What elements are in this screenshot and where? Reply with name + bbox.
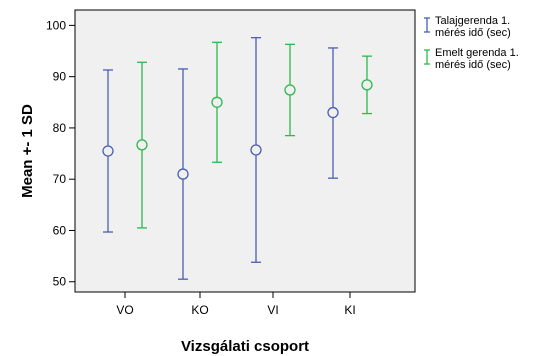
error-bar-1-ki bbox=[327, 47, 339, 179]
error-bar-2-ko bbox=[211, 41, 223, 163]
legend-label-line: mérés idő (sec) bbox=[435, 27, 511, 39]
y-tick-label: 90 bbox=[53, 70, 67, 84]
y-tick-label: 100 bbox=[46, 18, 66, 32]
error-bar-1-vi bbox=[250, 37, 262, 263]
y-axis: 50 60 70 80 90 100 bbox=[46, 18, 75, 289]
x-tick-label-vi: VI bbox=[267, 303, 278, 317]
y-tick-label: 50 bbox=[53, 275, 67, 289]
y-tick-label: 60 bbox=[53, 223, 67, 237]
mean-marker bbox=[361, 79, 373, 91]
x-tick-label-ki: KI bbox=[344, 303, 355, 317]
error-bar-2-vi bbox=[284, 43, 296, 137]
mean-marker bbox=[102, 145, 114, 157]
mean-marker bbox=[250, 144, 262, 156]
mean-marker bbox=[284, 84, 296, 96]
legend-label-line: mérés idő (sec) bbox=[435, 59, 511, 71]
error-bar-1-ko bbox=[177, 68, 189, 280]
mean-marker bbox=[327, 106, 339, 119]
x-tick-label-ko: KO bbox=[191, 303, 208, 317]
error-bar-2-vo bbox=[136, 61, 148, 229]
x-tick-label-vo: VO bbox=[116, 303, 133, 317]
error-bar-1-vo bbox=[102, 69, 114, 233]
y-tick-label: 70 bbox=[53, 172, 67, 186]
y-tick-label: 80 bbox=[53, 121, 67, 135]
mean-marker bbox=[177, 168, 189, 180]
data-marks bbox=[102, 37, 373, 280]
x-axis-title: Vizsgálati csoport bbox=[181, 338, 309, 355]
legend-item-2: Emelt gerenda 1.mérés idő (sec) bbox=[424, 47, 519, 71]
legend-label-line: Talajgerenda 1. bbox=[435, 15, 510, 27]
legend-item-1: Talajgerenda 1.mérés idő (sec) bbox=[424, 15, 511, 39]
mean-marker bbox=[136, 139, 148, 151]
y-axis-title: Mean +- 1 SD bbox=[19, 104, 36, 198]
legend: Talajgerenda 1.mérés idő (sec)Emelt gere… bbox=[424, 15, 519, 71]
plot-area bbox=[74, 9, 416, 293]
legend-label-line: Emelt gerenda 1. bbox=[435, 47, 519, 59]
mean-marker bbox=[211, 96, 223, 108]
x-axis: VO KO VI KI bbox=[116, 292, 356, 317]
error-bar-2-ki bbox=[361, 55, 373, 115]
